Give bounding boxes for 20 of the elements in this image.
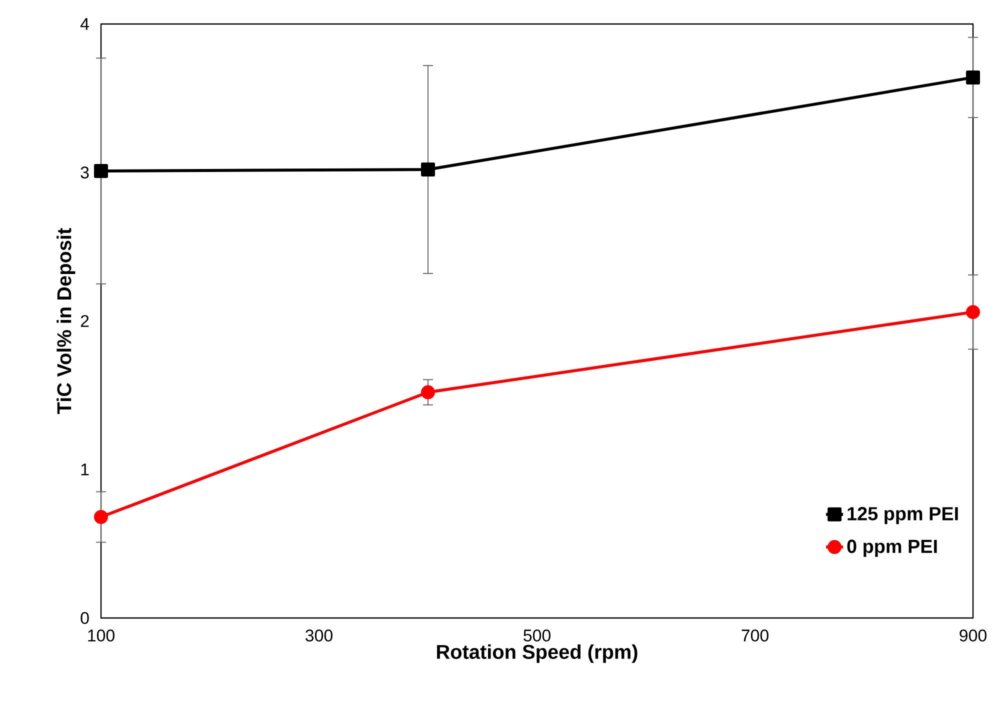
legend-label: 0 ppm PEI	[847, 540, 937, 557]
y-tick-label: 1	[81, 464, 89, 476]
y-axis-title: TiC Vol% in Deposit	[56, 228, 76, 414]
point	[966, 305, 980, 320]
x-tick-label: 100	[88, 630, 114, 642]
point	[966, 70, 980, 84]
y-tick-label: 4	[80, 18, 89, 30]
point	[421, 385, 436, 400]
y-tick-label: 0	[80, 612, 89, 624]
x-tick-label: 700	[742, 630, 768, 642]
point	[94, 164, 108, 178]
x-axis-title: Rotation Speed (rpm)	[437, 644, 638, 663]
legend-label: 125 ppm PEI	[848, 506, 958, 524]
point	[421, 162, 436, 177]
y-tick-label: 2	[80, 315, 89, 327]
x-tick-label: 900	[960, 630, 986, 642]
x-tick-label: 500	[524, 630, 550, 642]
y-tick-label: 3	[80, 166, 89, 178]
point	[94, 510, 108, 524]
x-tick-label: 300	[306, 630, 332, 642]
